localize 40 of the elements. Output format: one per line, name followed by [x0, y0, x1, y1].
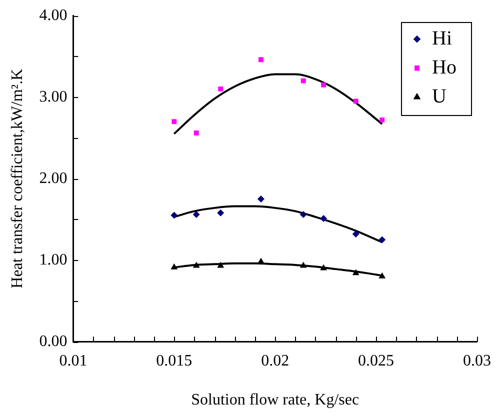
point: [320, 264, 328, 270]
point: [258, 258, 264, 264]
x-tick-label: 0.02: [261, 352, 290, 370]
point: [321, 82, 326, 88]
y-tick-label: 1.00: [39, 251, 68, 268]
legend-label: Hi: [432, 27, 452, 50]
point: [172, 119, 177, 124]
point: [217, 209, 224, 216]
point: [194, 130, 199, 136]
point: [352, 230, 360, 238]
point: [300, 78, 306, 84]
point: [218, 86, 224, 92]
x-tick-label: 0.01: [59, 352, 88, 370]
y-tick-label: 4.00: [39, 6, 68, 24]
x-tick-label: 0.025: [358, 352, 394, 370]
point: [170, 212, 178, 219]
y-tick-label: 3.00: [39, 88, 68, 106]
legend-label: U: [432, 85, 447, 108]
point: [352, 269, 360, 276]
point: [353, 98, 358, 104]
y-axis-title: Heat transfer coefficient,kW/m².K: [8, 68, 26, 288]
point: [257, 195, 264, 202]
point: [170, 263, 178, 270]
x-axis-title: Solution flow rate, Kg/sec: [191, 392, 360, 409]
x-tick-label: 0.015: [156, 352, 192, 370]
y-tick-label: 0.00: [39, 332, 68, 350]
line-series: [173, 73, 384, 135]
point: [192, 262, 200, 268]
point: [192, 210, 200, 218]
point: [300, 210, 307, 218]
point: [378, 272, 386, 278]
point: [217, 262, 224, 268]
point: [258, 57, 264, 62]
point: [320, 215, 328, 222]
legend-label: Ho: [432, 56, 456, 78]
point: [378, 236, 386, 244]
x-tick-label: 0.03: [463, 352, 491, 370]
point: [380, 117, 385, 122]
y-tick-label: 2.00: [39, 170, 68, 187]
point: [300, 262, 307, 268]
